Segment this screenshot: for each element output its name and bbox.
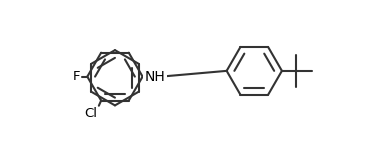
Text: NH: NH xyxy=(145,70,166,84)
Text: F: F xyxy=(73,70,80,83)
Text: Cl: Cl xyxy=(84,107,97,120)
